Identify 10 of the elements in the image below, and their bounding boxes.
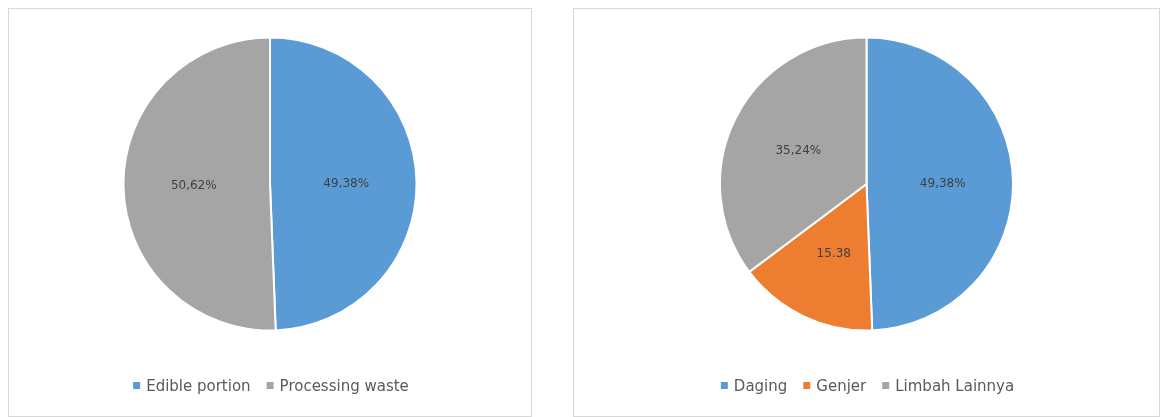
legend-label: Edible portion [146, 376, 251, 395]
data-label: 49,38% [919, 175, 966, 190]
legend-label: Processing waste [279, 376, 409, 395]
data-label: 50,62% [170, 178, 217, 193]
data-label: 15.38 [816, 245, 851, 260]
legend-label: Daging [733, 376, 788, 395]
data-label: 49,38% [323, 175, 370, 190]
data-label: 35,24% [775, 142, 822, 157]
legend-label: Genjer [816, 376, 868, 395]
legend-label: Limbah Lainnya [895, 376, 1015, 395]
